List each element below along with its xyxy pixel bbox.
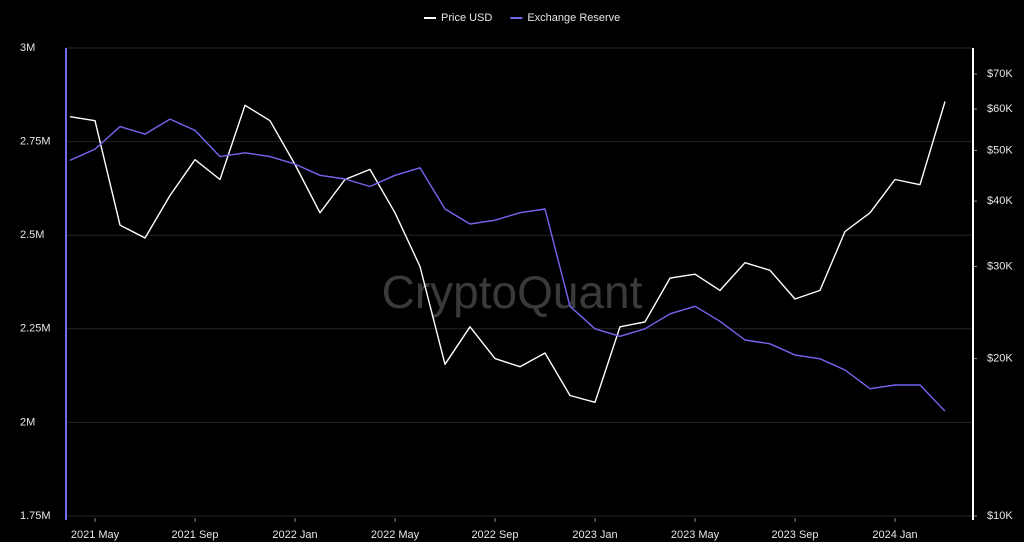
y-tick-label: 3M [20, 42, 35, 54]
x-tick-label: 2022 Jan [272, 529, 317, 541]
legend-label: Exchange Reserve [527, 12, 620, 24]
y-tick-label: 2M [20, 416, 35, 428]
y2-tick-label: $30K [987, 260, 1013, 272]
series-line [69, 101, 946, 403]
y2-tick-label: $40K [987, 195, 1013, 207]
x-tick-label: 2022 Sep [471, 529, 518, 541]
y-tick-label: 2.5M [20, 229, 44, 241]
y2-tick-label: $10K [987, 510, 1013, 522]
y2-tick-label: $20K [987, 352, 1013, 364]
x-tick-label: 2023 May [671, 529, 720, 541]
x-tick-label: 2021 May [71, 529, 120, 541]
y-tick-label: 2.25M [20, 323, 51, 335]
y2-tick-label: $70K [987, 68, 1013, 80]
y-tick-label: 1.75M [20, 510, 51, 522]
x-tick-label: 2023 Sep [771, 529, 818, 541]
series-line [69, 118, 946, 412]
x-tick-label: 2021 Sep [171, 529, 218, 541]
x-tick-label: 2022 May [371, 529, 420, 541]
y2-tick-label: $60K [987, 103, 1013, 115]
watermark: CryptoQuant [382, 266, 643, 318]
x-tick-label: 2023 Jan [572, 529, 617, 541]
legend-label: Price USD [441, 12, 492, 24]
y-tick-label: 2.75M [20, 136, 51, 148]
y2-tick-label: $50K [987, 144, 1013, 156]
x-tick-label: 2024 Jan [872, 529, 917, 541]
